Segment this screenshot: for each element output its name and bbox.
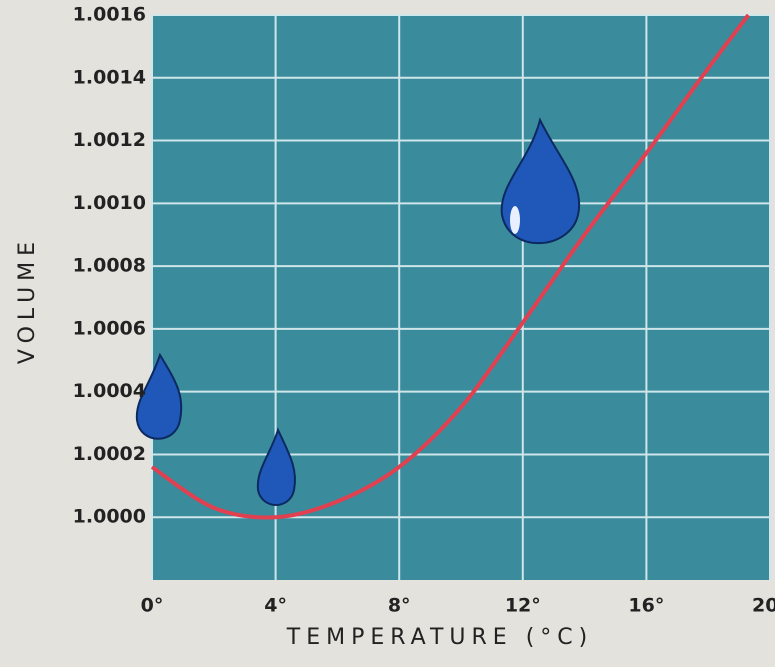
drop-highlight: [510, 206, 520, 234]
x-tick-label: 12°: [505, 595, 541, 617]
y-tick-label: 1.0006: [73, 317, 146, 339]
y-axis-label: VOLUME: [15, 236, 40, 364]
y-tick-label: 1.0012: [73, 129, 146, 151]
x-tick-label: 8°: [388, 595, 411, 617]
y-tick-label: 1.0008: [73, 255, 146, 277]
x-tick-label: 16°: [628, 595, 664, 617]
plot-area: [152, 15, 770, 580]
y-tick-label: 1.0016: [73, 4, 146, 26]
x-axis-label: TEMPERATURE (°C): [286, 625, 593, 650]
drops: [135, 117, 581, 506]
y-tick-label: 1.0010: [73, 192, 146, 214]
y-tick-label: 1.0014: [73, 66, 146, 88]
y-tick-label: 1.0004: [73, 380, 146, 402]
x-tick-label: 0°: [141, 595, 164, 617]
drop-warm: [500, 117, 581, 245]
curve-layer: [150, 13, 750, 520]
drop-dense: [256, 427, 296, 506]
volume-curve: [150, 13, 750, 520]
y-tick-label: 1.0002: [73, 443, 146, 465]
x-tick-label: 20°: [752, 595, 775, 617]
x-tick-label: 4°: [264, 595, 287, 617]
y-tick-label: 1.0000: [73, 506, 146, 528]
drop-cold: [135, 352, 183, 440]
